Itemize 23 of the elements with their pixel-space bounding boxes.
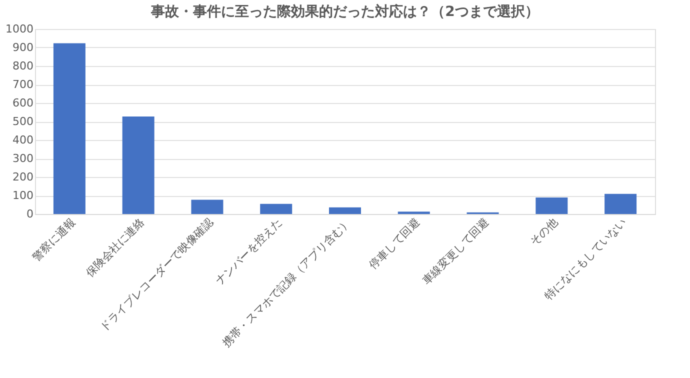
y-tick-label: 900 bbox=[12, 41, 34, 54]
bar bbox=[53, 43, 86, 214]
y-tick-label: 1000 bbox=[6, 22, 34, 36]
bar bbox=[260, 204, 292, 214]
y-tick-label: 700 bbox=[12, 78, 34, 91]
bar bbox=[191, 200, 224, 214]
y-tick-label: 600 bbox=[12, 96, 34, 110]
bar bbox=[536, 198, 568, 214]
bar bbox=[122, 116, 154, 214]
bar bbox=[329, 207, 361, 214]
y-tick-label: 800 bbox=[12, 60, 34, 72]
y-tick-label: 400 bbox=[12, 134, 34, 146]
x-tick-label: 車線変更して回避 bbox=[420, 216, 492, 288]
x-tick-label: 保険会社に連絡 bbox=[83, 216, 147, 280]
bar bbox=[604, 194, 637, 214]
y-tick-label: 200 bbox=[12, 170, 34, 184]
y-tick-label: 0 bbox=[26, 208, 34, 220]
y-tick-label: 300 bbox=[12, 152, 34, 165]
chart-title: 事故・事件に至った際効果的だった対応は？（2つまで選択） bbox=[150, 3, 539, 20]
x-tick-label: その他 bbox=[528, 216, 560, 248]
y-tick-label: 500 bbox=[12, 115, 34, 128]
x-tick-label: 停車して回避 bbox=[366, 216, 422, 272]
y-tick-label: 100 bbox=[12, 189, 34, 202]
